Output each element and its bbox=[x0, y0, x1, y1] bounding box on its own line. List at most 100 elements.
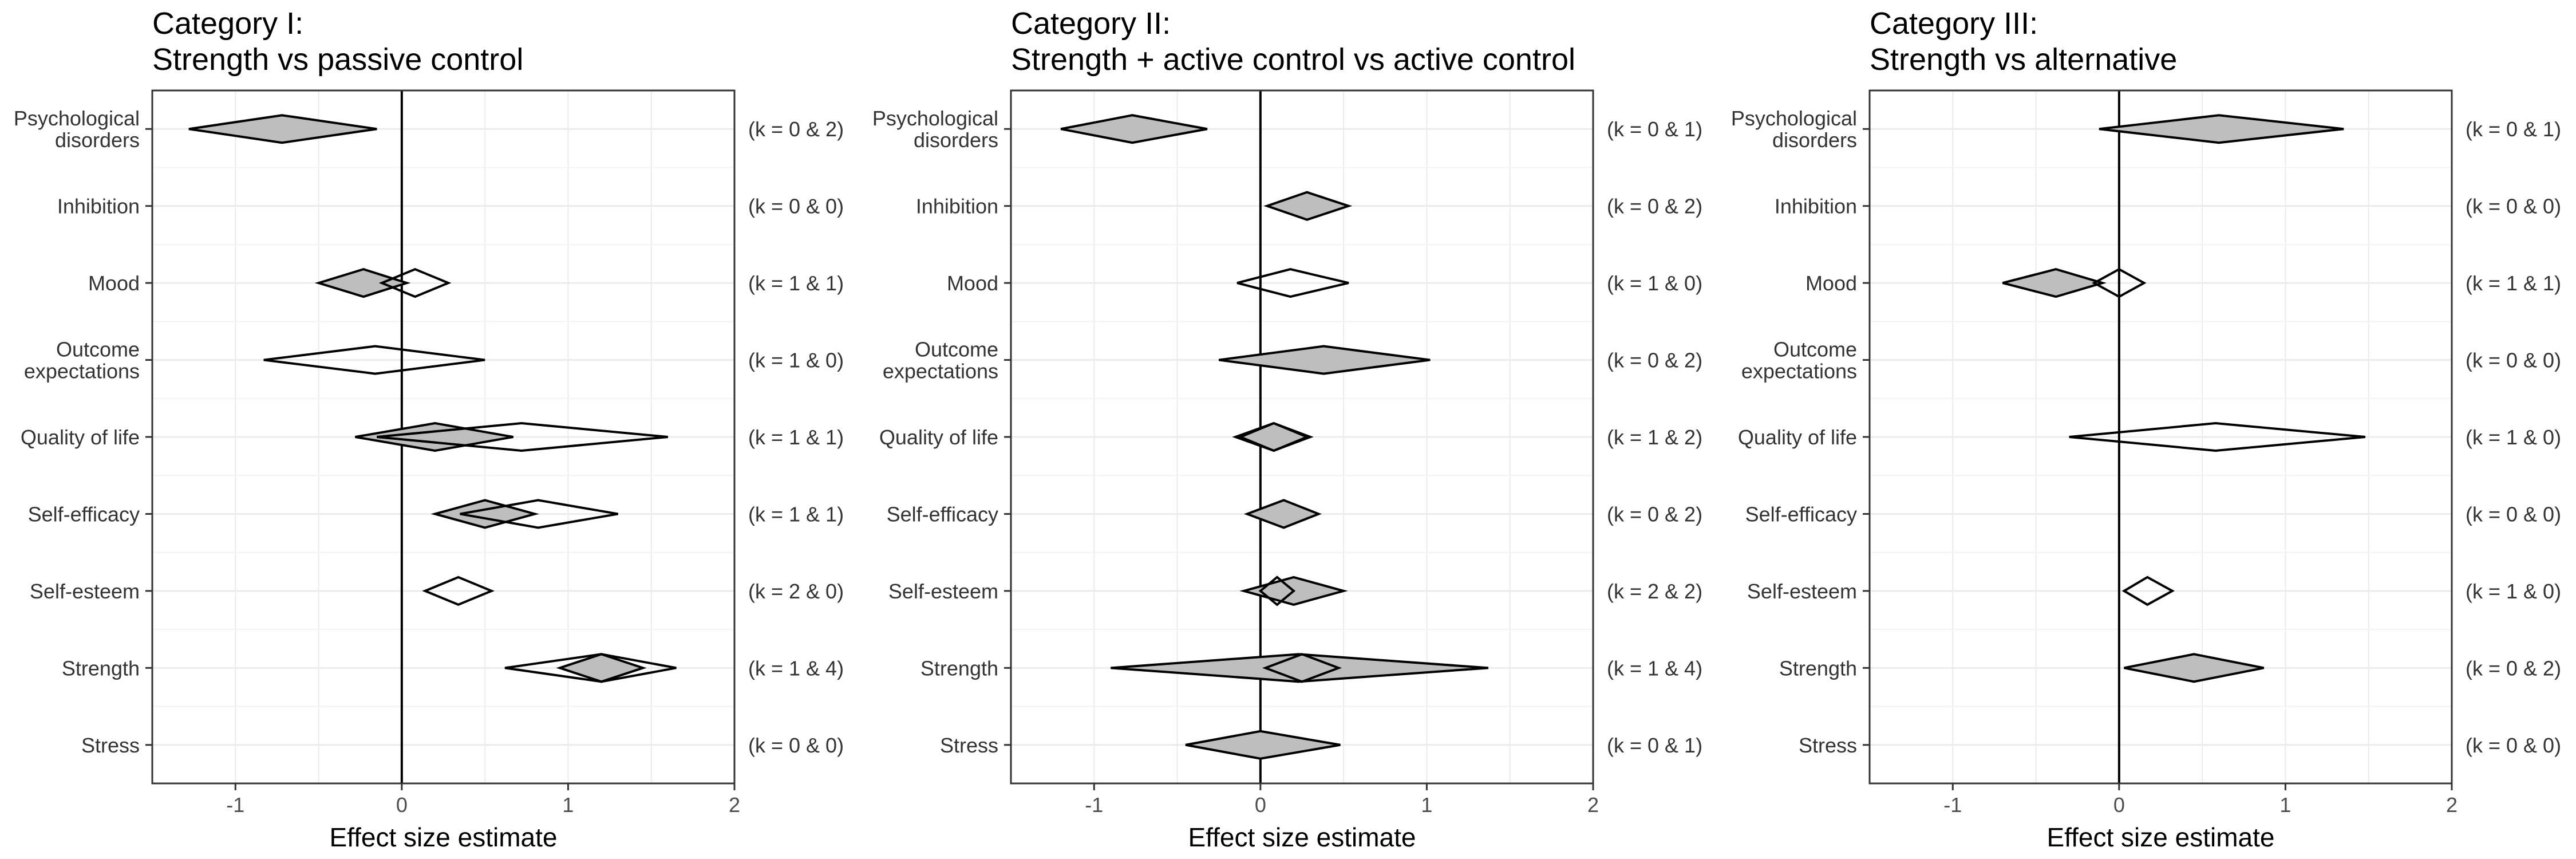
panel-1-category-label: Stress bbox=[81, 734, 140, 757]
panel-2-diamond-grey bbox=[1218, 345, 1431, 375]
panel-2-x-tick-label: 1 bbox=[1421, 793, 1432, 817]
panel-3-k-label: (k = 0 & 0) bbox=[2466, 195, 2561, 218]
panel-1-k-label: (k = 0 & 2) bbox=[748, 117, 844, 141]
panel-3-diamond-white bbox=[2092, 267, 2147, 298]
panel-3-k-label: (k = 1 & 0) bbox=[2466, 425, 2561, 449]
panel-3-k-label: (k = 0 & 0) bbox=[2466, 502, 2561, 526]
panel-2-x-tick-label: 2 bbox=[1587, 793, 1599, 817]
panel-1-category-label: Outcome expectations bbox=[24, 338, 140, 383]
panel-3-k-label: (k = 0 & 0) bbox=[2466, 734, 2561, 757]
panel-1-diamond-white bbox=[378, 267, 452, 298]
panel-1-k-label: (k = 2 & 0) bbox=[748, 580, 844, 603]
panel-1-x-tick-label: -1 bbox=[226, 793, 244, 817]
panel-2-k-label: (k = 1 & 4) bbox=[1607, 656, 1702, 680]
panel-2-k-label: (k = 0 & 2) bbox=[1607, 349, 1702, 372]
panel-3-category-label: Quality of life bbox=[1738, 425, 1857, 449]
panel-3-x-axis-title: Effect size estimate bbox=[2047, 822, 2275, 852]
panel-1-x-tick-label: 2 bbox=[729, 793, 740, 817]
panel-1-diamond-white bbox=[504, 653, 677, 683]
panel-3-diamond-grey bbox=[2099, 114, 2344, 144]
panel-1-category-label: Self-esteem bbox=[30, 580, 140, 603]
panel-1-diamond-white bbox=[422, 576, 495, 606]
panel-1-x-tick-label: 1 bbox=[562, 793, 574, 817]
panel-3-category-label: Stress bbox=[1799, 734, 1857, 757]
panel-2-diamond-grey bbox=[1111, 653, 1489, 683]
panel-1-diamond-grey bbox=[314, 268, 411, 298]
panel-2-diamond-grey bbox=[1185, 730, 1341, 760]
panel-2-k-label: (k = 1 & 0) bbox=[1607, 271, 1702, 295]
panel-3-k-label: (k = 0 & 0) bbox=[2466, 349, 2561, 372]
panel-2-title: Category II: Strength + active control v… bbox=[1011, 6, 1575, 78]
panel-1-k-label: (k = 1 & 1) bbox=[748, 502, 844, 526]
panel-3-category-label: Self-efficacy bbox=[1745, 502, 1857, 526]
panel-1-x-axis-title: Effect size estimate bbox=[330, 822, 558, 852]
panel-3-category-label: Strength bbox=[1779, 656, 1857, 680]
panel-3-diamond-white bbox=[2121, 576, 2175, 606]
panel-2-category-label: Self-efficacy bbox=[887, 502, 998, 526]
panel-2-diamond-white bbox=[1236, 268, 1349, 298]
panel-2-category-label: Outcome expectations bbox=[883, 338, 998, 383]
panel-2-diamond-grey bbox=[1060, 114, 1208, 144]
panel-1-category-label: Self-efficacy bbox=[28, 502, 140, 526]
panel-3-x-tick-label: 0 bbox=[2113, 793, 2125, 817]
panel-2-x-tick-label: -1 bbox=[1085, 793, 1103, 817]
panel-3-k-label: (k = 0 & 1) bbox=[2466, 117, 2561, 141]
panel-2-title-line2: Strength + active control vs active cont… bbox=[1011, 42, 1575, 77]
panel-2-x-tick-label: 0 bbox=[1255, 793, 1266, 817]
panel-1-diamond-grey bbox=[556, 653, 647, 683]
panel-1-k-label: (k = 1 & 4) bbox=[748, 656, 844, 680]
panel-1-title: Category I: Strength vs passive control bbox=[152, 6, 523, 78]
panel-3-title-line2: Strength vs alternative bbox=[1870, 42, 2178, 77]
panel-3-category-label: Self-esteem bbox=[1747, 580, 1857, 603]
panel-2-diamond-grey bbox=[1243, 499, 1322, 529]
panel-2-diamond-white bbox=[1258, 576, 1296, 606]
panel-1-diamond-grey bbox=[355, 421, 513, 452]
panel-3-category-label: Mood bbox=[1805, 271, 1857, 295]
panel-1-k-label: (k = 1 & 1) bbox=[748, 425, 844, 449]
panel-1-category-label: Inhibition bbox=[57, 195, 140, 218]
panel-2-diamond-grey bbox=[1263, 191, 1353, 221]
panel-1-k-label: (k = 0 & 0) bbox=[748, 195, 844, 218]
panel-2-k-label: (k = 1 & 2) bbox=[1607, 425, 1702, 449]
panel-1-title-line2: Strength vs passive control bbox=[152, 42, 524, 77]
panel-3-k-label: (k = 1 & 0) bbox=[2466, 580, 2561, 603]
panel-1-category-label: Mood bbox=[88, 271, 140, 295]
panel-1-diamond-white bbox=[377, 421, 668, 452]
panel-1-k-label: (k = 0 & 0) bbox=[748, 734, 844, 757]
panel-2-category-label: Strength bbox=[920, 656, 998, 680]
panel-2-k-label: (k = 0 & 1) bbox=[1607, 117, 1702, 141]
panel-3-k-label: (k = 1 & 1) bbox=[2466, 271, 2561, 295]
panel-3-diamond-white bbox=[2069, 421, 2366, 452]
panel-2-category-label: Stress bbox=[940, 734, 998, 757]
panel-2-k-label: (k = 0 & 1) bbox=[1607, 734, 1702, 757]
panel-2-x-axis-title: Effect size estimate bbox=[1188, 822, 1416, 852]
panel-3-x-tick-label: -1 bbox=[1943, 793, 1962, 817]
panel-2-k-label: (k = 0 & 2) bbox=[1607, 502, 1702, 526]
panel-1-category-label: Strength bbox=[62, 656, 140, 680]
panel-1-category-label: Quality of life bbox=[21, 425, 140, 449]
panel-2-category-label: Quality of life bbox=[879, 425, 998, 449]
panel-3-diamond-grey bbox=[2124, 653, 2265, 683]
panel-1-x-tick-label: 0 bbox=[396, 793, 408, 817]
panel-1-diamond-white bbox=[263, 345, 485, 375]
panel-1-title-line1: Category I: bbox=[152, 6, 304, 41]
panel-1-k-label: (k = 1 & 0) bbox=[748, 349, 844, 372]
panel-1-diamond-grey bbox=[188, 114, 377, 144]
panel-3-x-tick-label: 1 bbox=[2279, 793, 2291, 817]
panel-1-diamond-grey bbox=[430, 499, 539, 529]
panel-3-category-label: Outcome expectations bbox=[1741, 338, 1857, 383]
panel-3-x-tick-label: 2 bbox=[2446, 793, 2458, 817]
panel-1-category-label: Psychological disorders bbox=[14, 107, 140, 152]
panel-2-k-label: (k = 2 & 2) bbox=[1607, 580, 1702, 603]
panel-3-k-label: (k = 0 & 2) bbox=[2466, 656, 2561, 680]
panel-2-k-label: (k = 0 & 2) bbox=[1607, 195, 1702, 218]
panel-2-diamond-white bbox=[1237, 421, 1310, 452]
panel-1-diamond-white bbox=[460, 499, 618, 529]
panel-3-diamond-grey bbox=[2002, 268, 2107, 298]
panel-2-title-line1: Category II: bbox=[1011, 6, 1171, 41]
panel-2-category-label: Inhibition bbox=[916, 195, 998, 218]
panel-2-category-label: Psychological disorders bbox=[872, 107, 998, 152]
panel-3-category-label: Psychological disorders bbox=[1731, 107, 1857, 152]
